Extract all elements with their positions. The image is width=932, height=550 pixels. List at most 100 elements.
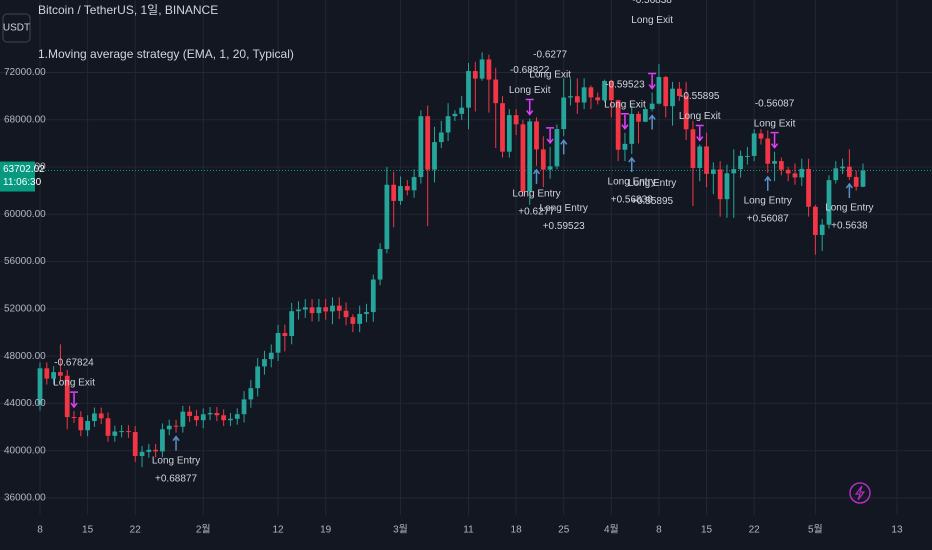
- candle-body: [309, 307, 315, 314]
- exit-pnl: -0.68822: [510, 65, 550, 76]
- candle-body: [105, 418, 111, 436]
- candles: [37, 52, 866, 468]
- candle-body: [214, 412, 220, 416]
- y-tick-label: 72000.00: [4, 67, 46, 78]
- candle-body: [697, 146, 703, 168]
- candle-body: [690, 129, 696, 168]
- alert-bolt[interactable]: [854, 485, 866, 501]
- candle-body: [398, 186, 403, 201]
- x-tick-label: 4월: [604, 524, 619, 536]
- entry-arrow: [532, 168, 541, 184]
- candle-body: [486, 59, 492, 80]
- candle-body: [357, 313, 363, 324]
- exit-arrow: [648, 72, 657, 90]
- candle-body: [554, 129, 560, 167]
- candle-body: [622, 143, 628, 150]
- candle-body: [187, 411, 193, 416]
- x-tick-label: 15: [82, 525, 94, 536]
- candle-body: [404, 186, 410, 191]
- currency-button[interactable]: [2, 13, 31, 43]
- y-tick-label: 52000.00: [4, 303, 46, 314]
- candle-body: [799, 168, 805, 178]
- candle-body: [289, 311, 295, 337]
- candle-body: [194, 415, 199, 421]
- candle-body: [350, 317, 356, 324]
- candle-body: [132, 432, 138, 457]
- candle-body: [234, 414, 240, 419]
- candle-body: [602, 80, 607, 101]
- candle-body: [670, 88, 675, 107]
- candle-body: [629, 113, 635, 144]
- candle-body: [51, 372, 56, 379]
- candle-body: [85, 421, 90, 431]
- exit-text: Long Exit: [604, 99, 646, 110]
- currency-button-label[interactable]: USDT: [3, 23, 30, 34]
- candle-body: [139, 451, 145, 457]
- candle-body: [547, 166, 553, 170]
- entry-text: Long Entry: [540, 203, 588, 214]
- candle-body: [785, 169, 791, 174]
- exit-pnl: -0.67824: [54, 358, 94, 369]
- candle-body: [323, 307, 329, 312]
- entry-pnl: +0.55895: [631, 196, 673, 207]
- x-tick-label: 13: [891, 525, 903, 536]
- entry-arrow: [648, 114, 656, 130]
- candle-body: [438, 132, 444, 143]
- entry-pnl: +0.6277: [518, 206, 555, 217]
- candle-body: [738, 155, 743, 170]
- candle-body: [146, 449, 152, 452]
- candle-body: [452, 113, 458, 117]
- candle-body: [833, 168, 839, 181]
- candle-body: [425, 116, 431, 170]
- candle-body: [724, 173, 730, 200]
- y-tick-label: 56000.00: [4, 256, 46, 267]
- candle-body: [296, 309, 301, 312]
- candle-body: [221, 415, 227, 421]
- candle-body: [840, 166, 845, 169]
- y-tick-label: 36000.00: [4, 493, 46, 504]
- x-tick-label: 25: [558, 525, 570, 536]
- countdown-label: 11:06:30: [3, 177, 42, 188]
- exit-text: Long Exit: [754, 118, 796, 129]
- candle-body: [500, 103, 505, 152]
- candle-body: [241, 399, 247, 415]
- x-tick-label: 5월: [808, 524, 823, 536]
- exit-pnl: -0.59523: [605, 79, 645, 90]
- candle-body: [744, 155, 750, 157]
- candle-body: [119, 431, 125, 433]
- x-tick-label: 2월: [196, 524, 211, 536]
- entry-text: Long Entry: [825, 203, 873, 214]
- candle-body: [860, 170, 866, 187]
- x-tick-label: 15: [701, 525, 713, 536]
- exit-text: Long Exit: [631, 15, 673, 26]
- x-tick-label: 18: [511, 525, 523, 536]
- candle-body: [78, 417, 84, 431]
- alert-circle[interactable]: [849, 482, 871, 504]
- candle-body: [574, 96, 580, 103]
- entry-pnl: +0.5638: [831, 221, 868, 232]
- candle-body: [710, 169, 716, 174]
- candle-body: [262, 359, 267, 367]
- x-tick-label: 12: [272, 525, 284, 536]
- entry-text: Long Entry: [628, 178, 676, 189]
- candle-body: [364, 312, 369, 314]
- candle-body: [71, 417, 77, 419]
- candle-body: [207, 412, 213, 415]
- candle-body: [64, 375, 70, 418]
- entry-pnl: +0.68877: [155, 473, 197, 484]
- x-tick-label: 22: [130, 525, 142, 536]
- candle-body: [765, 138, 771, 164]
- candle-body: [153, 449, 159, 452]
- y-tick-label: 40000.00: [4, 445, 46, 456]
- candle-body: [173, 425, 179, 427]
- candle-body: [772, 161, 777, 164]
- candle-body: [160, 429, 165, 452]
- candle-body: [581, 87, 587, 103]
- entry-pnl: +0.56087: [747, 214, 789, 225]
- x-tick-label: 22: [749, 525, 761, 536]
- alert-icon[interactable]: [849, 482, 871, 504]
- entry-text: Long Entry: [512, 188, 560, 199]
- candle-body: [751, 133, 757, 156]
